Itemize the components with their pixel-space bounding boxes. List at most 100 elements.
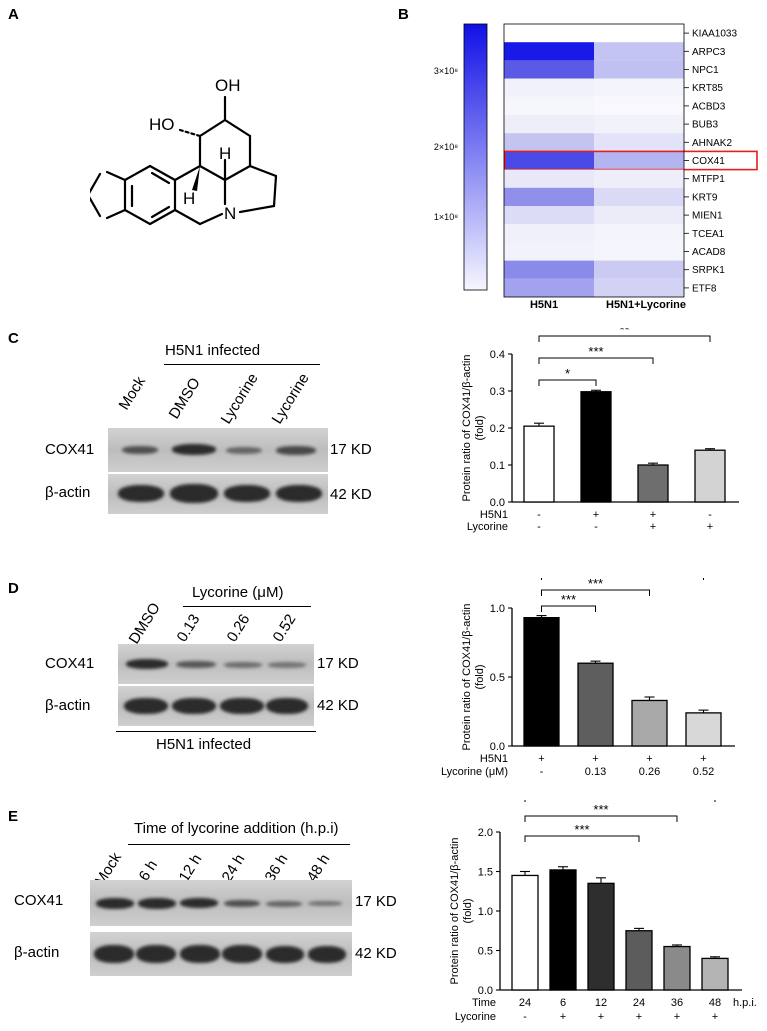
panel-label-a: A xyxy=(8,6,19,23)
structure-h-lower: H xyxy=(183,189,195,208)
treatment-cell: + xyxy=(650,521,656,533)
treatment-cell: 36 xyxy=(671,997,683,1009)
blot-d-row-cox41: COX41 xyxy=(45,655,95,672)
y-tick-label: 1.0 xyxy=(478,906,493,918)
heatmap-cell-lycorine-bub3 xyxy=(594,115,684,134)
treatment-cell: - xyxy=(708,509,712,521)
heatmap-gene-srpk1: SRPK1 xyxy=(692,265,725,276)
blot-e-cox41-strip xyxy=(90,880,352,926)
treatment-cell: - xyxy=(594,521,598,533)
heatmap-highlight-box xyxy=(504,150,758,171)
treatment-cell: + xyxy=(636,1011,642,1023)
treatment-cell: 12 xyxy=(595,997,607,1009)
treatment-cell: 24 xyxy=(519,997,531,1009)
structure-oh-top: OH xyxy=(215,76,241,95)
treatment-cell: + xyxy=(592,753,598,765)
treatment-row-label-2: Lycorine (μM) xyxy=(441,766,508,778)
heatmap-gene-arpc3: ARPC3 xyxy=(692,47,726,58)
significance-bracket-2 xyxy=(524,815,678,822)
heatmap-gene-etf8: ETF8 xyxy=(692,283,717,294)
blot-c-lane-2: DMSO xyxy=(165,374,204,422)
significance-bracket-3 xyxy=(541,578,704,580)
bar-3 xyxy=(637,464,669,503)
significance-bracket-1 xyxy=(524,835,640,842)
heatmap-gene-acad8: ACAD8 xyxy=(692,247,726,258)
heatmap-col-h5n1: H5N1 xyxy=(530,299,558,311)
heatmap-cell-h5n1-srpk1 xyxy=(504,260,594,279)
blot-c-lane-3: Lycorine xyxy=(217,370,262,427)
treatment-cell: - xyxy=(523,1011,527,1023)
treatment-cell: + xyxy=(538,753,544,765)
bar-2 xyxy=(577,662,614,747)
treatment-cell: 6 xyxy=(560,997,566,1009)
heatmap-cell-h5n1-mien1 xyxy=(504,206,594,225)
svg-text:(fold): (fold) xyxy=(474,664,486,689)
treatment-cell: + xyxy=(560,1011,566,1023)
heatmap-gene-mien1: MIEN1 xyxy=(692,211,723,222)
structure-h-upper: H xyxy=(219,144,231,163)
blot-c-lane-4: Lycorine xyxy=(268,370,313,427)
treatment-cell: + xyxy=(646,753,652,765)
treatment-row-label-1: H5N1 xyxy=(480,509,508,521)
heatmap-cell-h5n1-npc1 xyxy=(504,60,594,79)
heatmap-cell-lycorine-srpk1 xyxy=(594,260,684,279)
heatmap-cell-lycorine-cox41 xyxy=(594,151,684,170)
blot-d-lane-3: 0.26 xyxy=(223,611,254,645)
svg-text:Protein ratio of COX41/β-actin: Protein ratio of COX41/β-actin xyxy=(449,838,461,985)
significance-label-2: *** xyxy=(588,578,603,591)
blot-d-lane-2: 0.13 xyxy=(173,611,204,645)
significance-label-1: * xyxy=(565,366,570,381)
heatmap-cell-lycorine-arpc3 xyxy=(594,42,684,61)
significance-label-1: *** xyxy=(561,592,576,607)
significance-bracket-1 xyxy=(538,379,597,386)
blot-e-row-cox41: COX41 xyxy=(14,892,64,909)
heatmap-cell-lycorine-ahnak2 xyxy=(594,133,684,152)
blot-e-row-actin: β-actin xyxy=(14,944,60,961)
blot-e-header-line xyxy=(128,844,350,846)
heatmap-figure: 3×10⁸ 2×10⁸ 1×10⁸ KIAA1033 ARPC3 NPC1 KRT85… xyxy=(434,23,758,311)
blot-c-header: H5N1 infected xyxy=(165,342,261,359)
treatment-cell: 0.26 xyxy=(639,766,660,778)
bar-4 xyxy=(694,449,726,503)
bar-4 xyxy=(685,712,722,747)
heatmap-gene-bub3: BUB3 xyxy=(692,120,719,131)
bar-chart-d: 0.0 0.5 1.0 Protein ratio of COX41/β-actin(… xyxy=(441,578,735,778)
y-tick-label: 0.5 xyxy=(490,672,505,684)
bar-chart-e: 0.0 0.5 1.0 1.5 2.0 Protein ratio of COX41/β-… xyxy=(449,800,757,1023)
significance-label-3: ** xyxy=(619,328,629,337)
y-axis-label: Protein ratio of COX41/β-actin (fold) xyxy=(461,604,486,751)
bar-1 xyxy=(523,425,555,503)
y-axis-label: Protein ratio of COX41/β-actin (fold) xyxy=(449,838,474,985)
blot-c-size-42kd: 42 KD xyxy=(330,486,372,503)
heatmap-cell-h5n1-acbd3 xyxy=(504,96,594,115)
scale-tick-1: 3×10⁸ xyxy=(434,66,458,76)
heatmap-cell-lycorine-krt9 xyxy=(594,187,684,206)
treatment-row-label-2: Lycorine xyxy=(467,521,508,533)
heatmap-cell-lycorine-etf8 xyxy=(594,278,684,297)
y-tick-label: 1.5 xyxy=(478,867,493,879)
heatmap-cell-h5n1-arpc3 xyxy=(504,42,594,61)
heatmap-cell-h5n1-tcea1 xyxy=(504,224,594,243)
blot-c-cox41-strip xyxy=(108,428,328,472)
significance-bracket-2 xyxy=(541,589,650,596)
svg-text:Protein ratio of COX41/β-actin: Protein ratio of COX41/β-actin xyxy=(461,355,473,502)
blot-d-row-actin: β-actin xyxy=(45,697,91,714)
treatment-cell: 24 xyxy=(633,997,645,1009)
heatmap-cell-h5n1-ahnak2 xyxy=(504,133,594,152)
blot-d-header: Lycorine (μM) xyxy=(192,584,284,601)
heatmap-gene-kiaa1033: KIAA1033 xyxy=(692,29,737,40)
blot-c-lane-1: Mock xyxy=(115,373,149,413)
y-tick-label: 0.3 xyxy=(490,386,505,398)
scale-tick-3: 1×10⁸ xyxy=(434,212,458,222)
significance-label-2: *** xyxy=(588,344,603,359)
svg-text:(fold): (fold) xyxy=(462,898,474,923)
heatmap-gene-mtfp1: MTFP1 xyxy=(692,174,725,185)
blot-c-header-line xyxy=(164,364,320,366)
heatmap-cell-h5n1-krt9 xyxy=(504,187,594,206)
blot-c-row-actin: β-actin xyxy=(45,484,91,501)
scale-tick-2: 2×10⁸ xyxy=(434,142,458,152)
y-tick-label: 0.0 xyxy=(490,497,505,509)
y-tick-label: 0.1 xyxy=(490,460,505,472)
treatment-cell: + xyxy=(650,509,656,521)
panel-label-c: C xyxy=(8,330,19,347)
